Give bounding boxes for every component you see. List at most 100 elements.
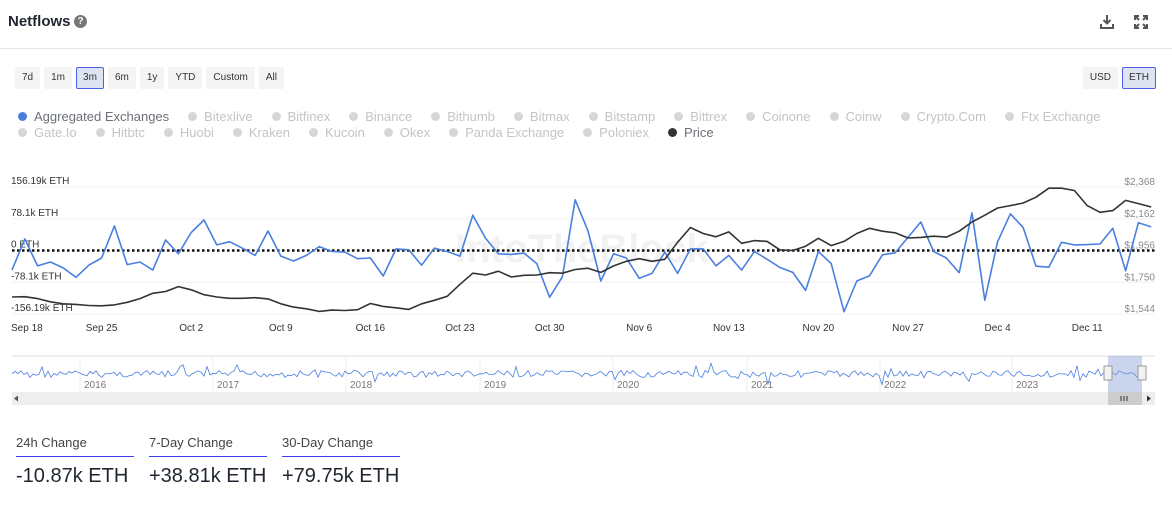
watermark-logo: IntoTheBlock xyxy=(455,227,709,271)
legend-dot-icon xyxy=(188,112,198,121)
range-button-ytd[interactable]: YTD xyxy=(168,67,203,89)
legend-dot-icon xyxy=(431,112,441,121)
x-tick-label: Oct 30 xyxy=(535,323,565,334)
download-icon[interactable] xyxy=(1098,14,1116,32)
legend-item[interactable]: Hitbtc xyxy=(95,125,145,140)
legend-label: Crypto.Com xyxy=(916,109,986,124)
series-line-netflows[interactable] xyxy=(11,198,1152,313)
x-tick-label: Sep 18 xyxy=(11,323,43,334)
y-left-tick-label: 156.19k ETH xyxy=(11,176,69,187)
stat-value: +79.75k ETH xyxy=(282,465,400,487)
legend-item[interactable]: Okex xyxy=(383,125,431,140)
x-tick-label: Nov 13 xyxy=(713,323,745,334)
legend-dot-icon xyxy=(309,128,319,137)
x-tick-label: Nov 6 xyxy=(626,323,653,334)
navigator-handle[interactable] xyxy=(1137,365,1147,381)
scroll-left-icon[interactable] xyxy=(14,395,18,402)
legend-item[interactable]: Coinone xyxy=(746,109,811,124)
legend-item[interactable]: Bithumb xyxy=(431,109,495,124)
legend-dot-icon xyxy=(829,112,839,121)
legend-label: Panda Exchange xyxy=(465,125,565,140)
fullscreen-icon[interactable] xyxy=(1132,14,1150,32)
legend-dot-icon xyxy=(583,128,593,137)
stat-label: 24h Change xyxy=(16,435,134,457)
range-button-1m[interactable]: 1m xyxy=(44,67,73,89)
navigator-year-label: 2022 xyxy=(884,380,907,391)
range-button-7d[interactable]: 7d xyxy=(15,67,41,89)
legend-item[interactable]: Kraken xyxy=(232,125,291,140)
y-right-tick-label: $1,544 xyxy=(1124,304,1155,315)
legend-label: Gate.Io xyxy=(34,125,77,140)
legend-item[interactable]: Gate.Io xyxy=(18,125,77,140)
page-title: Netflows xyxy=(8,13,71,30)
legend-item[interactable]: Bitstamp xyxy=(588,109,655,124)
x-tick-label: Oct 23 xyxy=(445,323,475,334)
navigator-year-label: 2018 xyxy=(350,380,373,391)
stat-card: 30-Day Change +79.75k ETH xyxy=(282,435,400,488)
question-circle-icon[interactable]: ? xyxy=(74,15,87,28)
range-button-1y[interactable]: 1y xyxy=(139,67,165,89)
x-tick-label: Nov 27 xyxy=(892,323,924,334)
navigator-year-label: 2023 xyxy=(1016,380,1039,391)
header-divider xyxy=(0,48,1172,49)
legend-dot-icon xyxy=(271,112,281,121)
legend-item[interactable]: Bitexlive xyxy=(188,109,253,124)
legend-label: Coinone xyxy=(762,109,811,124)
navigator-year-label: 2020 xyxy=(617,380,640,391)
legend-item[interactable]: Kucoin xyxy=(309,125,365,140)
legend-dot-icon xyxy=(349,112,359,121)
x-tick-label: Oct 9 xyxy=(269,323,293,334)
legend-item[interactable]: Price xyxy=(668,125,714,140)
legend-item[interactable]: Aggregated Exchanges xyxy=(18,109,169,124)
legend-item[interactable]: Coinw xyxy=(829,109,882,124)
legend-label: Bitmax xyxy=(529,109,570,124)
stat-card: 7-Day Change +38.81k ETH xyxy=(149,435,267,488)
legend-item[interactable]: Bitfinex xyxy=(271,109,331,124)
legend-item[interactable]: Poloniex xyxy=(583,125,649,140)
legend-label: Poloniex xyxy=(599,125,650,140)
legend-item[interactable]: Ftx Exchange xyxy=(1004,109,1101,124)
navigator[interactable]: 2016 2017 2018 2019 2020 2021 2022 2023 xyxy=(0,354,1172,408)
legend-label: Bitfinex xyxy=(287,109,331,124)
legend-label: Binance xyxy=(365,109,413,124)
legend-item[interactable]: Crypto.Com xyxy=(900,109,986,124)
legend-dot-icon xyxy=(668,128,678,137)
stat-value: -10.87k ETH xyxy=(16,465,129,487)
x-tick-label: Dec 4 xyxy=(985,323,1012,334)
currency-button-eth[interactable]: ETH xyxy=(1122,67,1156,89)
legend-item[interactable]: Huobi xyxy=(163,125,214,140)
range-button-6m[interactable]: 6m xyxy=(107,67,136,89)
range-button-custom[interactable]: Custom xyxy=(206,67,255,89)
scrollbar-grip-icon xyxy=(1120,396,1128,401)
legend-label: Bithumb xyxy=(447,109,495,124)
legend-label: Aggregated Exchanges xyxy=(34,109,170,124)
scrollbar-thumb[interactable] xyxy=(1108,392,1142,405)
range-button-all[interactable]: All xyxy=(258,67,284,89)
stat-value: +38.81k ETH xyxy=(149,465,267,487)
scrollbar-track[interactable] xyxy=(12,392,1155,405)
legend-dot-icon xyxy=(18,128,27,137)
scroll-right-icon[interactable] xyxy=(1147,395,1151,402)
navigator-year-label: 2019 xyxy=(484,380,507,391)
legend-item[interactable]: Binance xyxy=(349,109,412,124)
change-stats: 24h Change -10.87k ETH 7-Day Change +38.81k… xyxy=(16,435,400,488)
navigator-selection[interactable] xyxy=(1108,356,1142,392)
range-button-3m[interactable]: 3m xyxy=(76,67,104,89)
y-right-tick-label: $2,368 xyxy=(1124,177,1155,188)
currency-button-usd[interactable]: USD xyxy=(1082,67,1118,89)
legend-label: Coinw xyxy=(845,109,882,124)
legend-item[interactable]: Bitmax xyxy=(513,109,570,124)
legend-label: Okex xyxy=(399,125,431,140)
y-right-tick-label: $1,750 xyxy=(1124,272,1155,283)
legend-label: Ftx Exchange xyxy=(1020,109,1101,124)
x-tick-label: Sep 25 xyxy=(86,323,118,334)
navigator-series xyxy=(11,362,1141,386)
navigator-handle[interactable] xyxy=(1103,365,1113,381)
legend-item[interactable]: Panda Exchange xyxy=(449,125,564,140)
legend-dot-icon xyxy=(674,112,684,121)
legend-label: Kucoin xyxy=(325,125,365,140)
legend-item[interactable]: Bittrex xyxy=(674,109,727,124)
legend-label: Kraken xyxy=(248,125,291,140)
series-line-price[interactable] xyxy=(11,187,1152,313)
legend-dot-icon xyxy=(18,112,27,121)
